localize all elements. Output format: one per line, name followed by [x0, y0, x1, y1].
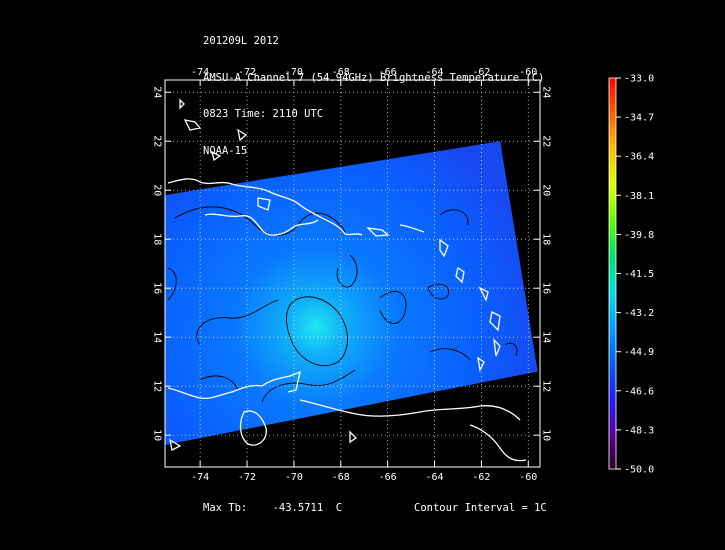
- axis-ticks: -74 -74 -72 -72 -70 -70 -68 -68 -66 -66 -64 -64 -62 -…: [152, 67, 552, 483]
- y-tick-label-left: 12: [152, 380, 163, 392]
- colorbar-tick-label: -48.3: [624, 425, 654, 436]
- colorbar-tick-label: -36.4: [624, 152, 654, 163]
- max-tb-unit: C: [335, 502, 343, 514]
- colorbar-tick-label: -44.9: [624, 347, 654, 358]
- x-tick-label-top: -60: [519, 67, 537, 78]
- y-tick-label-right: 18: [541, 233, 552, 245]
- y-tick-label-left: 24: [152, 86, 163, 98]
- coastlines: [167, 98, 527, 462]
- max-tb-readout: Max Tb: -43.5711 C: [203, 502, 342, 514]
- x-tick-label-bottom: -68: [332, 472, 350, 483]
- x-tick-label-top: -74: [191, 67, 209, 78]
- max-tb-label: Max Tb:: [203, 502, 248, 514]
- y-tick-label-left: 20: [152, 184, 163, 196]
- colorbar-tick-label: -39.8: [624, 230, 654, 241]
- y-tick-label-left: 16: [152, 282, 163, 294]
- x-tick-label-top: -68: [332, 67, 350, 78]
- y-tick-label-left: 14: [152, 331, 163, 343]
- x-tick-label-bottom: -74: [191, 472, 209, 483]
- plot-frame: [164, 79, 541, 468]
- colorbar-tick-label: -33.0: [624, 74, 654, 85]
- x-tick-label-top: -62: [472, 67, 490, 78]
- y-tick-label-left: 18: [152, 233, 163, 245]
- x-tick-label-bottom: -60: [519, 472, 537, 483]
- colorbar-gradient: [609, 78, 616, 469]
- x-tick-label-bottom: -72: [238, 472, 256, 483]
- colorbar-tick-label: -38.1: [624, 191, 654, 202]
- x-tick-label-bottom: -62: [472, 472, 490, 483]
- colorbar-tick-label: -43.2: [624, 308, 654, 319]
- x-tick-label-top: -64: [426, 67, 444, 78]
- colorbar-tick-label: -46.6: [624, 386, 654, 397]
- x-tick-label-bottom: -66: [379, 472, 397, 483]
- storm-id-text: 201209L 2012: [203, 35, 279, 48]
- y-tick-label-right: 24: [541, 86, 552, 98]
- colorbar-tick-label: -50.0: [624, 465, 654, 476]
- y-tick-label-right: 20: [541, 184, 552, 196]
- lat-lon-grid: [165, 80, 540, 467]
- y-tick-label-right: 14: [541, 331, 552, 343]
- y-tick-label-left: 22: [152, 135, 163, 147]
- x-tick-label-top: -72: [238, 67, 256, 78]
- x-tick-label-bottom: -70: [285, 472, 303, 483]
- time-text: 0823 Time: 2110 UTC: [203, 108, 324, 121]
- contour-lines: [167, 206, 518, 403]
- y-tick-label-right: 16: [541, 282, 552, 294]
- max-tb-value: -43.5711: [272, 502, 324, 514]
- y-tick-label-right: 10: [541, 429, 552, 441]
- colorbar-tick-label: -34.7: [624, 113, 654, 124]
- y-tick-label-right: 22: [541, 135, 552, 147]
- y-tick-label-left: 10: [152, 429, 163, 441]
- x-tick-label-bottom: -64: [426, 472, 444, 483]
- y-tick-label-right: 12: [541, 380, 552, 392]
- contour-interval-text: Contour Interval = 1C: [414, 502, 547, 514]
- x-tick-label-top: -66: [379, 67, 397, 78]
- colorbar-tick-label: -41.5: [624, 269, 654, 280]
- x-tick-label-top: -70: [285, 67, 303, 78]
- colorbar: -33.0 -34.7 -36.4 -38.1 -39.8 -41.5 -43.2 -44.9…: [608, 74, 654, 476]
- satellite-swath: [165, 141, 538, 445]
